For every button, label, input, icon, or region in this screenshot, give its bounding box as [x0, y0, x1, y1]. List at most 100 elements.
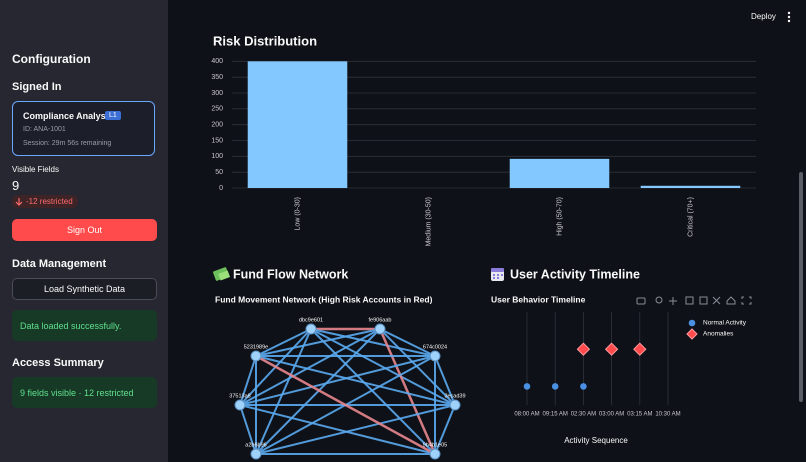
x-tick-label: Medium (30-50) [425, 197, 432, 246]
section-heading: Access Summary [12, 357, 104, 369]
x-tick-label: 08:00 AM [514, 412, 539, 418]
y-tick-label: 200 [211, 122, 223, 129]
edge [255, 355, 456, 406]
x-tick-label: High (50-70) [556, 197, 563, 236]
edge [434, 355, 456, 406]
user-card: Compliance Analyst L1 ID: ANA-1001 Sessi… [12, 101, 155, 156]
node-label: 5231989e [244, 344, 268, 350]
point [580, 383, 587, 390]
x-axis-title: Activity Sequence [564, 436, 628, 445]
node [429, 350, 441, 362]
success-alert: Data loaded successfully. [12, 310, 157, 341]
x-tick-label: Critical (70+) [687, 197, 694, 237]
delta-arrow [15, 198, 23, 206]
calendar-icon [491, 268, 504, 281]
role: Compliance Analyst [23, 111, 109, 121]
y-tick-label: 400 [211, 58, 223, 65]
risk-edge [378, 328, 437, 455]
menu-button[interactable] [786, 11, 792, 23]
node-label: 37513a8 [229, 393, 250, 399]
section-heading: Data Management [12, 258, 107, 270]
node [250, 448, 262, 460]
money-icon [212, 267, 231, 281]
anomaly-point [633, 342, 647, 356]
load-button[interactable]: Load Synthetic Data [12, 278, 157, 300]
chart-title: User Behavior Timeline [491, 294, 586, 304]
plot-toolbar[interactable] [636, 296, 752, 305]
node-label: a2b6b96 [245, 442, 266, 448]
chart-title: Risk Distribution [213, 33, 317, 48]
session: Session: 29m 56s remaining [23, 140, 112, 147]
legend-marker [686, 328, 698, 340]
edge [239, 328, 381, 406]
risk-edge [255, 354, 436, 456]
anomaly-point [604, 342, 619, 356]
metric-value: 9 [12, 178, 20, 193]
node [429, 448, 441, 460]
x-tick-label: 03:00 AM [599, 412, 624, 418]
edge [255, 404, 456, 455]
node [374, 323, 386, 335]
main-canvas: Risk Distribution Fund Flow Network User… [211, 33, 756, 460]
section-heading: User Activity Timeline [510, 267, 640, 281]
metric-delta: -12 restricted [12, 195, 78, 208]
deploy-button[interactable]: Deploy [751, 12, 776, 21]
success-alert: 9 fields visible · 12 restricted [12, 377, 157, 408]
chart-title: Fund Movement Network (High Risk Account… [215, 294, 433, 304]
edge [310, 328, 436, 357]
node-label: 3ecad39 [444, 393, 465, 399]
edge [239, 404, 257, 455]
node-label: 674c0024 [423, 344, 447, 350]
metric-label: Visible Fields [12, 165, 59, 174]
sign-out-button[interactable]: Sign Out [12, 219, 157, 241]
y-tick-label: 250 [211, 106, 223, 113]
y-tick-label: 0 [219, 185, 223, 192]
delta-text: -12 restricted [26, 197, 73, 206]
node [449, 399, 461, 411]
user-id: ID: ANA-1001 [23, 126, 66, 133]
sidebar: Configuration Signed In Compliance Analy… [0, 0, 168, 462]
y-tick-label: 150 [211, 137, 223, 144]
bar [247, 61, 348, 189]
edge [255, 328, 381, 357]
point [523, 383, 531, 390]
x-tick-label: 09:15 AM [543, 412, 568, 418]
edge [310, 328, 436, 455]
node-label: dbc9e601 [299, 317, 323, 323]
anomaly-point [576, 342, 591, 356]
x-tick-label: Low (0-30) [294, 197, 301, 230]
legend-marker [688, 319, 696, 327]
edge [310, 328, 456, 406]
legend-label: Normal Activity [703, 320, 747, 327]
sidebar-title: Configuration [12, 52, 91, 66]
x-tick-label: 10:30 AM [655, 412, 680, 418]
point [551, 383, 559, 390]
edge [255, 328, 381, 455]
y-tick-label: 350 [211, 74, 223, 81]
edge [239, 355, 436, 406]
x-tick-label: 02:30 AM [571, 412, 596, 418]
x-tick-label: 03:15 AM [627, 412, 652, 418]
y-tick-label: 50 [215, 169, 223, 176]
edge [239, 404, 436, 455]
bar [640, 185, 741, 188]
node [234, 399, 246, 411]
y-tick-label: 300 [211, 90, 223, 97]
y-tick-label: 100 [211, 153, 223, 160]
section-heading: Fund Flow Network [233, 267, 348, 281]
node-label: fe906aab [369, 317, 392, 323]
edge [379, 328, 436, 357]
edge [239, 355, 257, 406]
edge [379, 328, 456, 406]
node-label: 9b4b1e05 [423, 442, 447, 448]
badge: L1 [105, 111, 121, 120]
edge [255, 328, 312, 357]
legend-label: Anomalies [703, 331, 734, 338]
node [250, 350, 262, 362]
edge [434, 404, 456, 455]
edge [255, 328, 312, 455]
bar [509, 158, 610, 188]
scrollbar[interactable] [799, 172, 803, 402]
